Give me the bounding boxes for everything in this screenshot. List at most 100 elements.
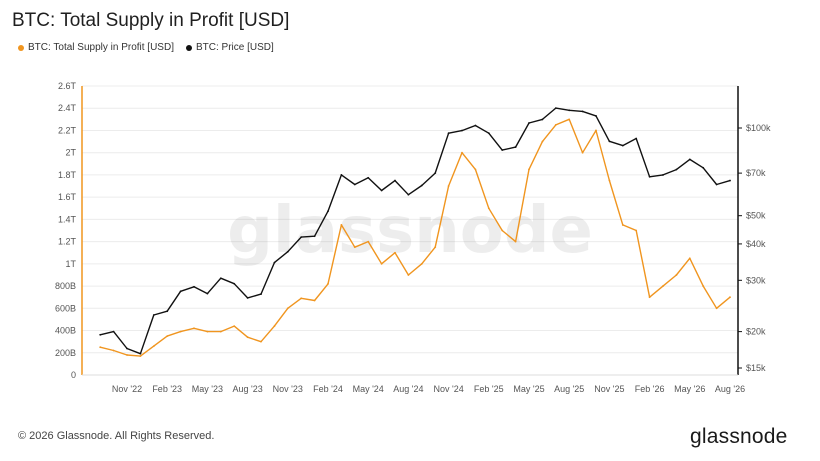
- x-tick-label: Feb '23: [152, 384, 182, 394]
- price-point: [112, 330, 115, 333]
- price-point: [273, 261, 276, 264]
- price-point: [729, 179, 731, 182]
- x-tick-label: Feb '24: [313, 384, 343, 394]
- supply-point: [327, 282, 329, 285]
- y-left-tick-label: 1.6T: [58, 192, 77, 202]
- supply-point: [554, 124, 557, 126]
- price-point: [688, 158, 691, 161]
- y-left-tick-label: 2.2T: [58, 125, 77, 135]
- supply-point: [233, 325, 236, 327]
- y-left-tick-label: 800B: [55, 281, 76, 291]
- price-point: [434, 172, 437, 175]
- price-point: [621, 144, 624, 147]
- legend-item-supply[interactable]: BTC: Total Supply in Profit [USD]: [18, 42, 174, 53]
- legend-swatch-supply: [18, 44, 24, 51]
- x-tick-label: Feb '26: [635, 384, 665, 394]
- series-line-btc-price[interactable]: [100, 107, 731, 355]
- price-point: [461, 129, 463, 132]
- series-points-supply: [99, 118, 731, 358]
- price-point: [206, 292, 209, 295]
- supply-point: [528, 168, 530, 171]
- price-point: [581, 110, 584, 113]
- price-point: [394, 179, 396, 182]
- supply-point: [688, 257, 691, 260]
- x-tick-label: Nov '22: [112, 384, 142, 394]
- price-point: [662, 174, 664, 176]
- x-tick-label: Feb '25: [474, 384, 504, 394]
- y-left-tick-label: 400B: [55, 326, 76, 336]
- supply-point: [206, 330, 209, 333]
- supply-point: [313, 299, 316, 302]
- watermark: glassnode: [227, 194, 593, 268]
- x-tick-label: Nov '24: [433, 384, 463, 394]
- supply-point: [729, 296, 731, 299]
- supply-point: [139, 355, 142, 358]
- glassnode-logo[interactable]: glassnode: [690, 425, 788, 448]
- price-point: [126, 347, 128, 350]
- price-point: [313, 235, 316, 238]
- x-tick-label: May '25: [513, 384, 544, 394]
- supply-point: [662, 285, 664, 287]
- y-left-tick-label: 1.4T: [58, 214, 77, 224]
- series-line-supply-in-profit[interactable]: [100, 118, 731, 357]
- supply-point: [434, 246, 437, 249]
- x-tick-label: Aug '24: [393, 384, 423, 394]
- supply-point: [635, 229, 638, 232]
- price-point: [447, 132, 450, 135]
- legend-item-price[interactable]: BTC: Price [USD]: [185, 42, 274, 53]
- y-left-tick-label: 600B: [55, 303, 76, 313]
- price-point: [715, 183, 718, 186]
- supply-point: [286, 307, 289, 310]
- price-point: [380, 189, 383, 192]
- price-point: [648, 175, 651, 178]
- price-point: [487, 132, 490, 135]
- y-left-tick-label: 1.2T: [58, 237, 77, 247]
- legend-swatch-price: [185, 44, 192, 51]
- supply-point: [179, 330, 182, 333]
- x-tick-label: May '23: [192, 384, 223, 394]
- supply-point: [514, 240, 517, 243]
- supply-point: [112, 349, 115, 352]
- price-point: [501, 149, 504, 151]
- supply-point: [99, 346, 102, 349]
- price-point: [166, 310, 169, 313]
- price-point: [152, 314, 155, 316]
- price-point: [528, 122, 530, 124]
- supply-point: [568, 118, 571, 121]
- x-tick-label: Nov '25: [594, 384, 624, 394]
- price-point: [286, 250, 289, 253]
- supply-point: [420, 262, 423, 265]
- supply-point: [447, 185, 450, 187]
- price-point: [246, 297, 249, 299]
- price-point: [541, 118, 544, 121]
- price-point: [353, 183, 356, 186]
- price-point: [327, 210, 329, 213]
- price-point: [139, 352, 142, 355]
- supply-point: [581, 151, 584, 154]
- supply-point: [487, 207, 490, 210]
- y-axis-right-ticks: $15k $20k $30k $40k $50k $70k $100k: [738, 123, 771, 373]
- y-left-tick-label: 1.8T: [58, 170, 77, 180]
- price-point: [514, 146, 517, 148]
- x-tick-label: Aug '23: [232, 384, 262, 394]
- series-points-price: [99, 107, 731, 355]
- y-left-tick-label: 200B: [55, 348, 76, 358]
- supply-point: [193, 327, 195, 330]
- legend-label-supply: BTC: Total Supply in Profit [USD]: [28, 42, 174, 53]
- supply-point: [648, 296, 651, 299]
- supply-point: [300, 297, 303, 300]
- supply-point: [367, 240, 370, 243]
- price-point: [99, 333, 102, 336]
- y-right-tick-label: $50k: [746, 211, 766, 221]
- x-tick-label: May '24: [353, 384, 384, 394]
- price-point: [595, 115, 597, 117]
- y-axis-left-ticks: 0 200B 400B 600B 800B 1T 1.2T 1.4T 1.6T 1.8T 2T 2.2…: [55, 81, 77, 380]
- supply-point: [608, 179, 611, 182]
- supply-point: [380, 262, 383, 265]
- price-point: [219, 277, 222, 280]
- y-right-tick-label: $40k: [746, 239, 766, 249]
- supply-point: [166, 335, 169, 337]
- supply-point: [340, 224, 343, 226]
- y-left-tick-label: 2T: [65, 148, 76, 158]
